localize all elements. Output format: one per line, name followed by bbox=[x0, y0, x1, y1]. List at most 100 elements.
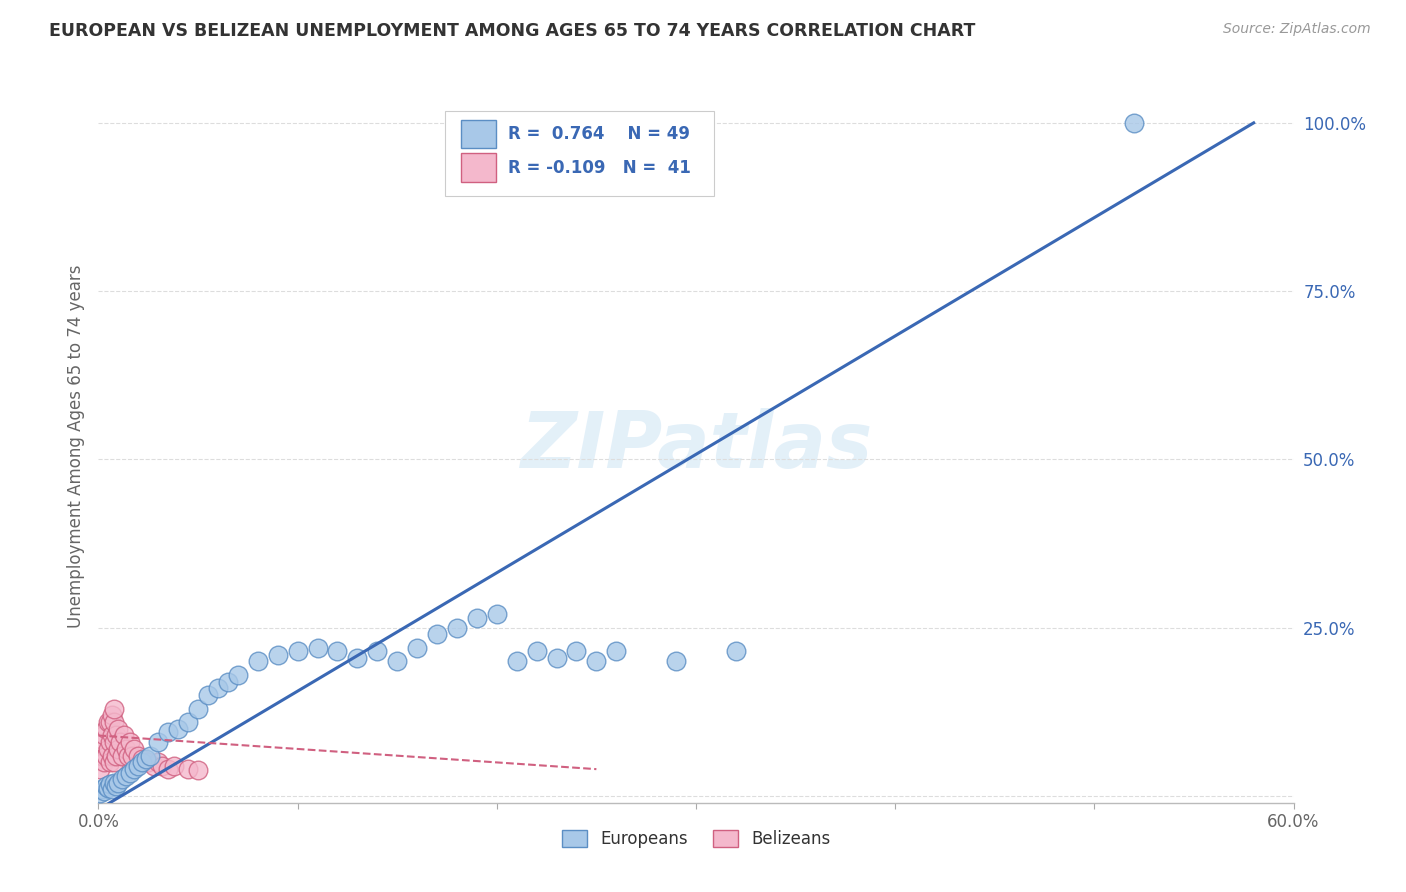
Point bbox=[565, 644, 588, 658]
FancyBboxPatch shape bbox=[446, 111, 714, 196]
Text: R =  0.764    N = 49: R = 0.764 N = 49 bbox=[509, 125, 690, 143]
Point bbox=[91, 748, 114, 763]
Point bbox=[546, 651, 568, 665]
Point bbox=[346, 651, 368, 665]
Point bbox=[107, 722, 129, 736]
Point bbox=[107, 742, 129, 756]
Point bbox=[157, 762, 180, 776]
Point bbox=[197, 688, 219, 702]
Point bbox=[526, 644, 548, 658]
Point bbox=[485, 607, 508, 622]
Point bbox=[97, 714, 120, 729]
Point bbox=[187, 764, 209, 778]
Point bbox=[157, 725, 180, 739]
Point bbox=[91, 735, 114, 749]
Point bbox=[187, 701, 209, 715]
Point bbox=[89, 786, 111, 800]
Point bbox=[101, 782, 124, 797]
Point bbox=[1123, 116, 1146, 130]
Point bbox=[115, 742, 138, 756]
Point bbox=[105, 748, 128, 763]
Point bbox=[207, 681, 229, 696]
Point bbox=[426, 627, 449, 641]
Point bbox=[465, 610, 488, 624]
Point bbox=[101, 729, 124, 743]
FancyBboxPatch shape bbox=[461, 153, 496, 182]
Point bbox=[97, 780, 120, 795]
Point bbox=[506, 655, 529, 669]
Point bbox=[135, 752, 157, 766]
Point bbox=[93, 783, 115, 797]
Point bbox=[98, 735, 122, 749]
Point bbox=[131, 756, 153, 770]
Point bbox=[124, 762, 146, 776]
Point bbox=[406, 640, 429, 655]
Point bbox=[91, 782, 114, 797]
Point bbox=[366, 644, 388, 658]
Point bbox=[93, 729, 115, 743]
Point bbox=[143, 758, 166, 772]
Point bbox=[177, 714, 200, 729]
Point bbox=[93, 756, 115, 770]
Point bbox=[103, 735, 125, 749]
Text: EUROPEAN VS BELIZEAN UNEMPLOYMENT AMONG AGES 65 TO 74 YEARS CORRELATION CHART: EUROPEAN VS BELIZEAN UNEMPLOYMENT AMONG … bbox=[49, 22, 976, 40]
Point bbox=[96, 722, 118, 736]
Point bbox=[103, 714, 125, 729]
Text: ZIPatlas: ZIPatlas bbox=[520, 408, 872, 484]
Point bbox=[98, 714, 122, 729]
Point bbox=[148, 756, 170, 770]
Point bbox=[97, 742, 120, 756]
Point bbox=[167, 722, 190, 736]
Point bbox=[105, 779, 128, 793]
Point bbox=[724, 644, 747, 658]
Point bbox=[103, 775, 125, 789]
Point bbox=[267, 648, 290, 662]
Point bbox=[385, 655, 409, 669]
Point bbox=[163, 758, 186, 772]
Point bbox=[127, 748, 149, 763]
Point bbox=[96, 748, 118, 763]
Point bbox=[98, 756, 122, 770]
Legend: Europeans, Belizeans: Europeans, Belizeans bbox=[555, 823, 837, 855]
Point bbox=[101, 708, 124, 723]
Point bbox=[121, 748, 143, 763]
Point bbox=[120, 765, 142, 780]
Point bbox=[117, 748, 139, 763]
Point bbox=[177, 762, 200, 776]
Point bbox=[226, 668, 249, 682]
Point bbox=[150, 758, 173, 772]
Point bbox=[111, 748, 134, 763]
Point bbox=[136, 756, 159, 770]
Point bbox=[111, 772, 134, 787]
Point bbox=[326, 644, 349, 658]
Point bbox=[105, 729, 128, 743]
Point bbox=[112, 729, 135, 743]
Point bbox=[89, 762, 111, 776]
FancyBboxPatch shape bbox=[461, 120, 496, 148]
Point bbox=[127, 758, 149, 772]
Text: R = -0.109   N =  41: R = -0.109 N = 41 bbox=[509, 159, 692, 177]
Point bbox=[120, 735, 142, 749]
Point bbox=[115, 769, 138, 783]
Point bbox=[103, 701, 125, 715]
Point bbox=[131, 752, 153, 766]
Y-axis label: Unemployment Among Ages 65 to 74 years: Unemployment Among Ages 65 to 74 years bbox=[66, 264, 84, 628]
Point bbox=[103, 756, 125, 770]
Point bbox=[107, 775, 129, 789]
Point bbox=[287, 644, 309, 658]
Point bbox=[110, 735, 132, 749]
Point bbox=[101, 748, 124, 763]
Point bbox=[665, 655, 688, 669]
Point bbox=[217, 674, 239, 689]
Point bbox=[446, 621, 468, 635]
Point bbox=[124, 742, 146, 756]
Point bbox=[605, 644, 627, 658]
Point bbox=[148, 735, 170, 749]
Point bbox=[98, 777, 122, 791]
Text: Source: ZipAtlas.com: Source: ZipAtlas.com bbox=[1223, 22, 1371, 37]
Point bbox=[307, 640, 329, 655]
Point bbox=[246, 655, 269, 669]
Point bbox=[96, 779, 118, 793]
Point bbox=[585, 655, 607, 669]
Point bbox=[139, 748, 162, 763]
